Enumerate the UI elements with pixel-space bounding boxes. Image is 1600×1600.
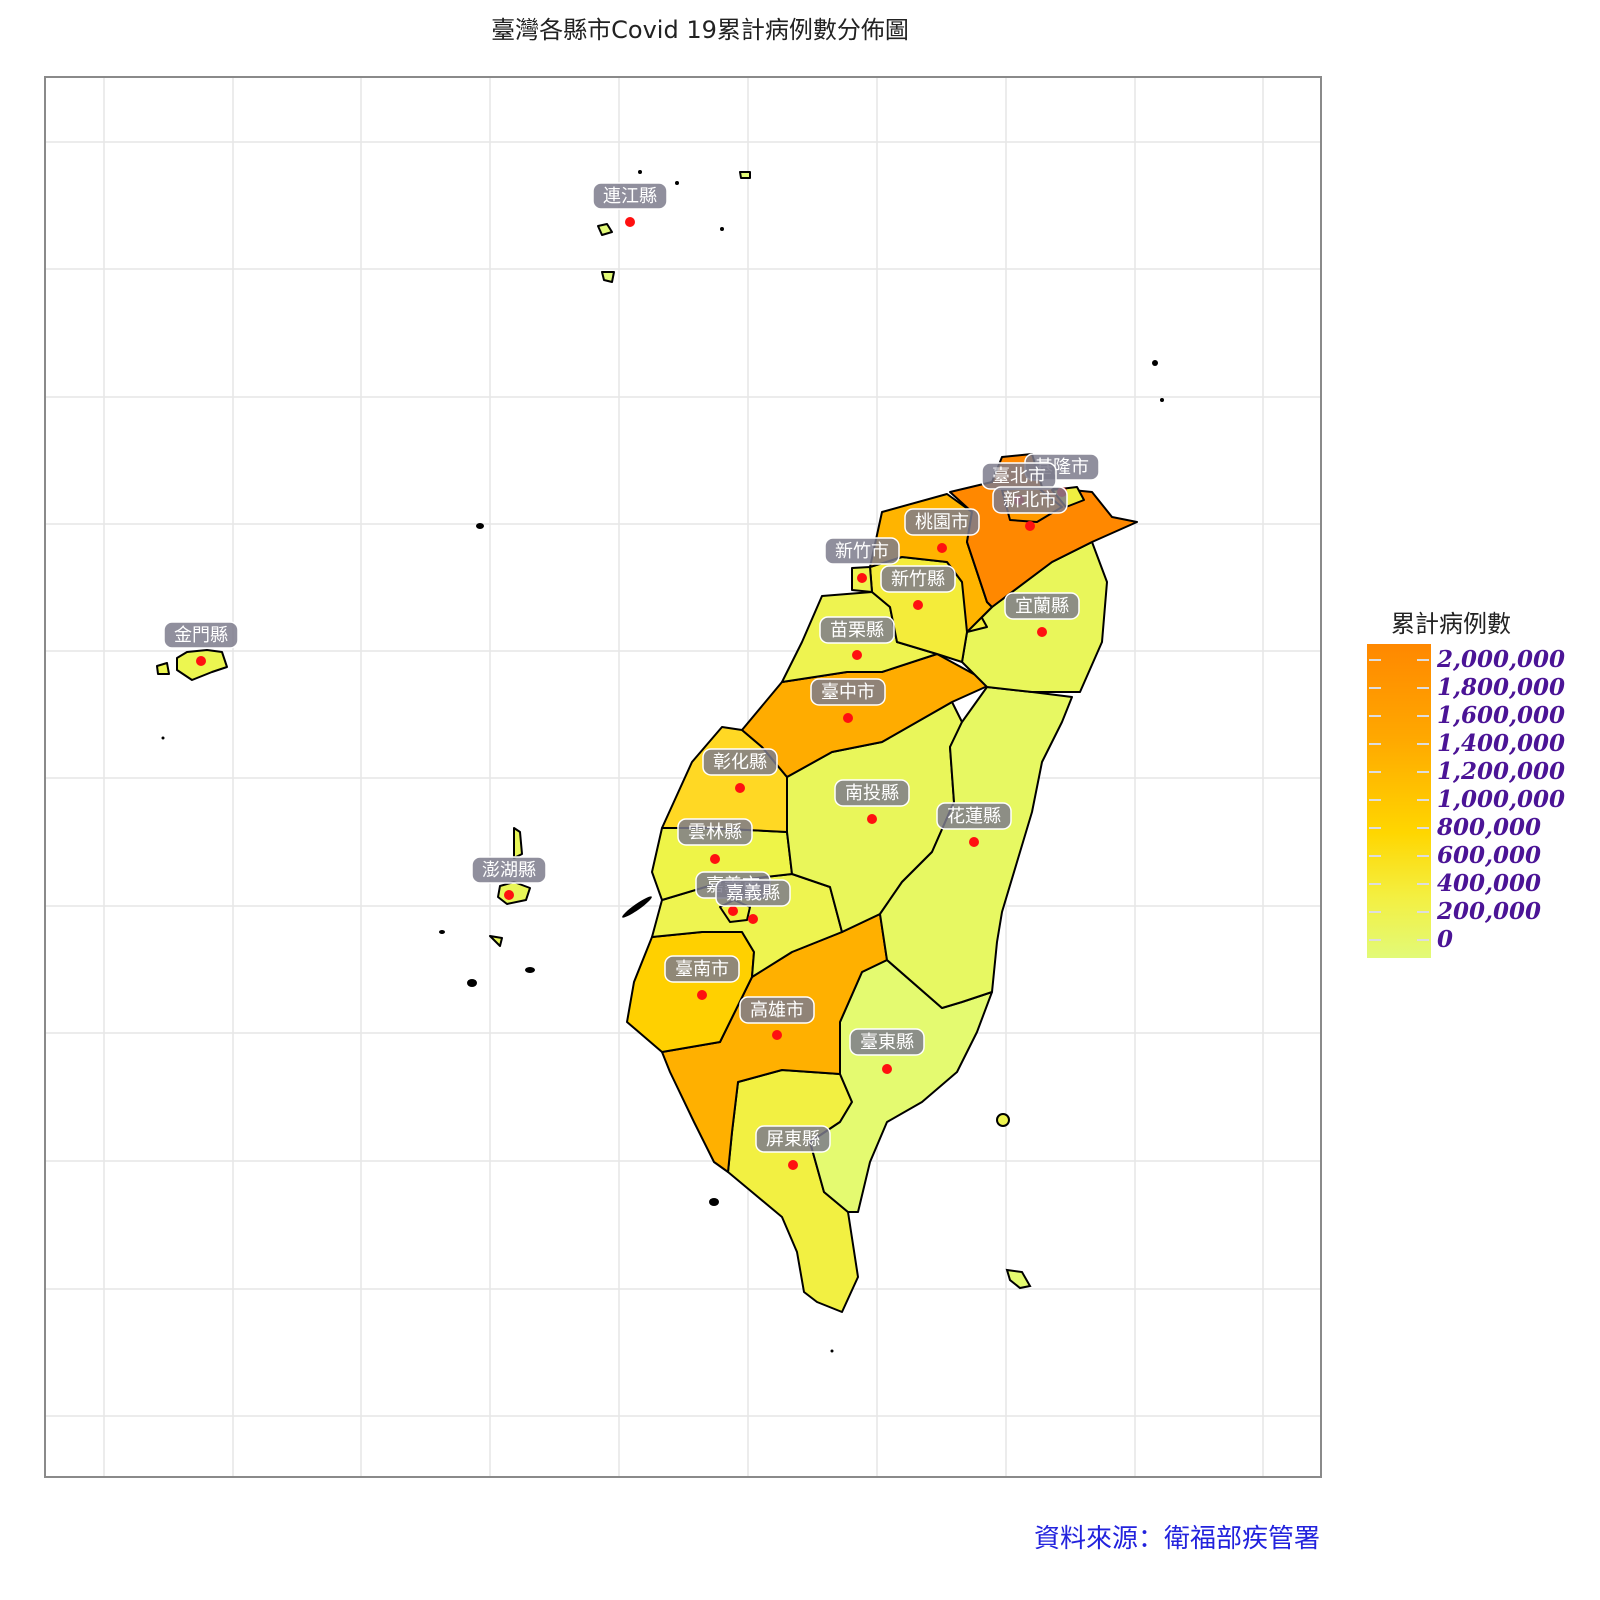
legend-label: 1,000,000 — [1437, 786, 1566, 813]
region-kinmen[interactable] — [156, 649, 228, 681]
centroid-marker-yunlin — [710, 854, 720, 864]
centroid-marker-hsinchucounty — [913, 600, 923, 610]
region-label-chiayicounty: 嘉義縣 — [726, 883, 780, 904]
legend-label: 1,600,000 — [1437, 702, 1566, 729]
centroid-marker-penghu — [504, 890, 514, 900]
label-background-kaohsiung — [739, 996, 815, 1024]
region-label-penghu: 澎湖縣 — [482, 860, 536, 881]
region-label-taipei: 臺北市 — [992, 466, 1046, 487]
legend-label: 0 — [1437, 926, 1454, 953]
region-penghu[interactable] — [489, 827, 531, 947]
map-canvas: 連江縣金門縣澎湖縣基隆市臺北市新北市桃園市新竹市新竹縣苗栗縣宜蘭縣臺中市彰化縣南… — [46, 78, 1320, 1476]
legend-label: 200,000 — [1437, 898, 1542, 925]
label-background-kinmen — [163, 621, 239, 649]
label-background-taoyuan — [904, 508, 980, 536]
centroid-marker-newtaipei — [1025, 521, 1035, 531]
centroid-marker-taichung — [843, 713, 853, 723]
map-regions — [156, 171, 1138, 1313]
centroid-marker-kaohsiung — [772, 1030, 782, 1040]
label-background-tainan — [664, 955, 740, 983]
label-background-changhua — [702, 748, 778, 776]
legend-title: 累計病例數 — [1391, 610, 1511, 638]
region-label-taichung: 臺中市 — [821, 682, 875, 703]
region-label-pingtung: 屏東縣 — [766, 1129, 820, 1150]
region-label-taoyuan: 桃園市 — [915, 512, 969, 533]
map-panel: 連江縣 金門縣 澎湖縣 基隆市 臺北市 新北市 桃園市 新竹市 新竹縣 苗栗縣 宜蘭縣 臺中市 彰化縣南… — [44, 76, 1322, 1478]
legend-colorbar — [1367, 644, 1431, 958]
small-islands — [161, 170, 1164, 1353]
centroid-marker-changhua — [735, 783, 745, 793]
region-label-miaoli: 苗栗縣 — [830, 620, 884, 641]
centroid-marker-nantou — [867, 814, 877, 824]
label-background-pingtung — [755, 1125, 831, 1153]
region-label-hsinchucounty: 新竹縣 — [891, 569, 945, 590]
region-label-newtaipei: 新北市 — [1003, 490, 1057, 511]
map-grid — [46, 78, 1320, 1476]
region-label-tainan: 臺南市 — [675, 959, 729, 980]
label-background-chiayicounty — [715, 879, 791, 907]
label-background-taitung — [849, 1028, 925, 1056]
label-background-hualien — [936, 802, 1012, 830]
centroid-marker-pingtung — [788, 1160, 798, 1170]
region-label-lienchiang: 連江縣 — [603, 186, 657, 207]
region-label-hsinchucity: 新竹市 — [835, 541, 889, 562]
label-background-hsinchucity — [824, 537, 900, 565]
centroid-marker-hualien — [969, 837, 979, 847]
legend-label: 400,000 — [1437, 870, 1542, 897]
label-background-miaoli — [819, 616, 895, 644]
label-background-lienchiang — [592, 182, 668, 210]
label-background-hsinchucounty — [880, 565, 956, 593]
region-label-kinmen: 金門縣 — [174, 625, 228, 646]
region-label-nantou: 南投縣 — [845, 783, 899, 804]
label-background-newtaipei — [992, 486, 1068, 514]
legend-label: 1,200,000 — [1437, 758, 1566, 785]
region-lienchiang[interactable] — [597, 171, 751, 283]
centroid-marker-hsinchucity — [857, 573, 867, 583]
label-background-yunlin — [677, 818, 753, 846]
centroid-marker-chiayicounty — [748, 914, 758, 924]
centroid-marker-taoyuan — [937, 543, 947, 553]
region-label-yunlin: 雲林縣 — [688, 822, 742, 843]
region-label-yilan: 宜蘭縣 — [1015, 596, 1069, 617]
legend: 累計病例數 2,000,000 1,800,000 1,600,000 1,400,0… — [1367, 604, 1592, 964]
region-labels: 連江縣金門縣澎湖縣基隆市臺北市新北市桃園市新竹市新竹縣苗栗縣宜蘭縣臺中市彰化縣南… — [163, 182, 1100, 1170]
centroid-marker-taitung — [882, 1064, 892, 1074]
region-label-hualien: 花蓮縣 — [947, 806, 1001, 827]
centroid-marker-lienchiang — [625, 217, 635, 227]
centroid-marker-kinmen — [196, 656, 206, 666]
legend-label: 1,800,000 — [1437, 674, 1566, 701]
label-background-nantou — [834, 779, 910, 807]
legend-label: 1,400,000 — [1437, 730, 1566, 757]
centroid-marker-yilan — [1037, 627, 1047, 637]
label-background-penghu — [471, 856, 547, 884]
legend-label: 800,000 — [1437, 814, 1542, 841]
centroid-marker-miaoli — [852, 650, 862, 660]
region-label-kaohsiung: 高雄市 — [750, 1000, 804, 1021]
centroid-marker-chiayicity — [728, 906, 738, 916]
label-background-yilan — [1004, 592, 1080, 620]
label-background-taichung — [810, 678, 886, 706]
legend-label: 600,000 — [1437, 842, 1542, 869]
map-title: 臺灣各縣市Covid 19累計病例數分佈圖 — [491, 16, 909, 44]
source-caption: 資料來源：衛福部疾管署 — [1033, 1524, 1320, 1554]
region-label-taitung: 臺東縣 — [860, 1032, 914, 1053]
region-label-changhua: 彰化縣 — [713, 752, 767, 773]
legend-label: 2,000,000 — [1437, 646, 1566, 673]
centroid-marker-tainan — [697, 990, 707, 1000]
